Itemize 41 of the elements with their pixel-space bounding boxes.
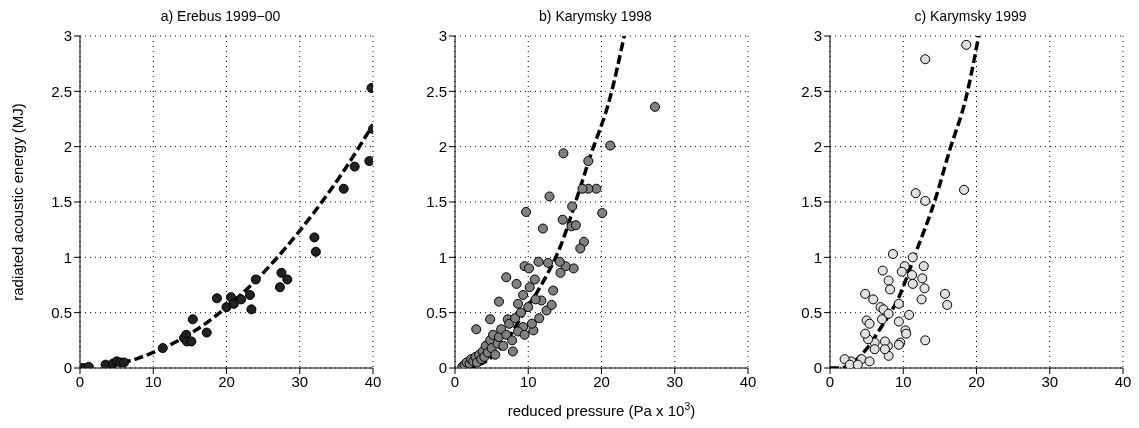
y-tick-label: 0.5 <box>801 303 822 321</box>
x-tick-label: 40 <box>1114 372 1132 390</box>
y-tick-label: 3 <box>63 27 72 45</box>
y-tick-label: 2.5 <box>801 82 822 100</box>
y-axis-title: radiated acoustic energy (MJ) <box>9 103 27 301</box>
x-tick-label: 10 <box>519 372 537 390</box>
chart-title: c) Karymsky 1999 <box>913 8 1028 26</box>
x-tick-label: 40 <box>364 372 382 390</box>
y-tick-label: 3 <box>438 27 447 45</box>
y-tick-label: 1.5 <box>426 193 447 211</box>
chart-title: b) Karymsky 1998 <box>538 8 653 26</box>
y-tick-label: 0 <box>63 359 72 377</box>
y-tick-label: 0 <box>438 359 447 377</box>
chart-title: a) Erebus 1999−00 <box>159 8 282 26</box>
x-tick-label: 20 <box>593 372 610 390</box>
y-tick-label: 1.5 <box>801 193 822 211</box>
x-tick-label: 30 <box>291 372 309 390</box>
y-tick-label: 2 <box>438 137 447 155</box>
x-tick-label: 0 <box>825 372 835 390</box>
y-tick-label: 2 <box>63 137 72 155</box>
x-tick-label: 0 <box>450 372 460 390</box>
y-tick-label: 1 <box>438 248 447 266</box>
y-tick-label: 2.5 <box>51 82 72 100</box>
y-tick-label: 3 <box>813 27 822 45</box>
x-axis-title: reduced pressure (Pa x 10$^{3}$) <box>507 400 696 419</box>
y-tick-label: 1.5 <box>51 193 72 211</box>
x-tick-label: 40 <box>739 372 757 390</box>
x-tick-label: 20 <box>968 372 985 390</box>
y-tick-label: 0 <box>813 359 822 377</box>
x-tick-label: 10 <box>894 372 912 390</box>
y-tick-label: 1 <box>813 248 822 266</box>
y-tick-label: 0.5 <box>51 303 72 321</box>
y-tick-label: 1 <box>63 248 72 266</box>
y-tick-label: 0.5 <box>426 303 447 321</box>
x-tick-label: 10 <box>144 372 162 390</box>
y-tick-label: 2.5 <box>426 82 447 100</box>
x-tick-label: 30 <box>1041 372 1059 390</box>
x-tick-label: 20 <box>218 372 235 390</box>
x-tick-label: 30 <box>666 372 684 390</box>
x-tick-label: 0 <box>75 372 85 390</box>
y-tick-label: 2 <box>813 137 822 155</box>
